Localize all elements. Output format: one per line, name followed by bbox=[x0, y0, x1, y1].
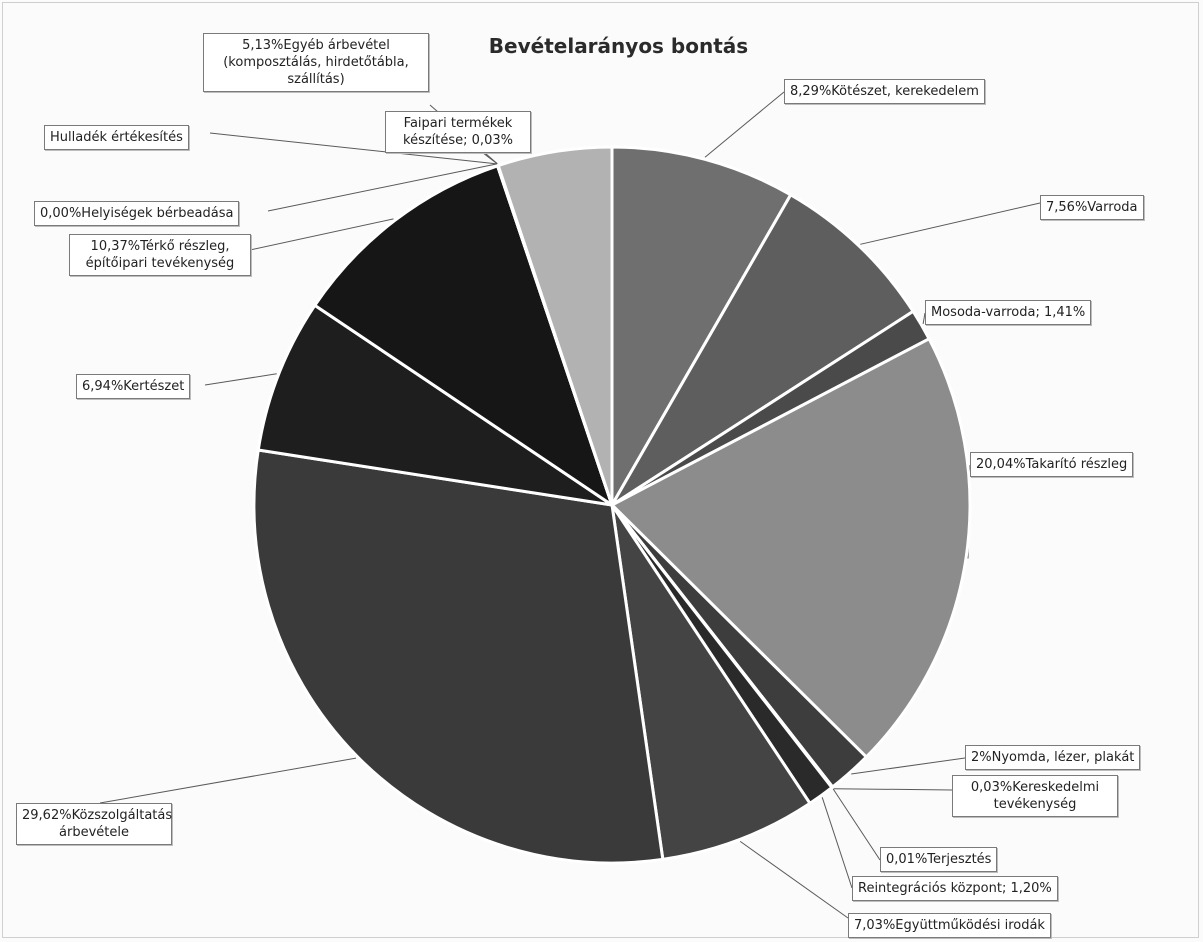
label-faipari: Faipari termékek készítése; 0,03% bbox=[385, 111, 531, 153]
label-nyomda: 2%Nyomda, lézer, plakát bbox=[965, 745, 1141, 770]
pie-slice-8 bbox=[610, 504, 812, 862]
pie-slices bbox=[252, 145, 972, 865]
leader-line-helyiseg bbox=[267, 163, 498, 212]
label-terjesztes: 0,01%Terjesztés bbox=[880, 847, 998, 872]
label-keresk: 0,03%Kereskedelmi tevékenység bbox=[952, 775, 1118, 817]
leader-line-reintegr bbox=[821, 797, 853, 889]
label-helyiseg: 0,00%Helyiségek bérbeadása bbox=[34, 201, 240, 226]
label-reintegr: Reintegrációs központ; 1,20% bbox=[852, 876, 1058, 901]
leader-line-nyomda bbox=[851, 757, 966, 775]
leader-line-terjesztes bbox=[832, 788, 881, 861]
leader-line-kozszolg bbox=[99, 757, 357, 804]
chart-title: Bevételarányos bontás bbox=[488, 34, 749, 58]
pie-slice-3 bbox=[609, 336, 972, 760]
leader-line-egyuttm bbox=[739, 840, 849, 919]
label-kerteszet: 6,94%Kertészet bbox=[76, 374, 191, 399]
leader-line-terko bbox=[249, 218, 394, 251]
label-takarito: 20,04%Takarító részleg bbox=[970, 452, 1134, 477]
leader-line-hulladek bbox=[209, 132, 497, 165]
label-egyuttm: 7,03%Együttműködési irodák bbox=[848, 913, 1051, 938]
pie-slice-9 bbox=[252, 448, 665, 865]
leader-line-kerteszet bbox=[204, 373, 277, 386]
label-kozszolg: 29,62%Közszolgáltatás árbevétele bbox=[16, 803, 172, 845]
pie-slice-1 bbox=[610, 192, 916, 507]
leader-line-mosoda bbox=[922, 312, 926, 324]
label-terko: 10,37%Térkő részleg, építőipari tevékeny… bbox=[69, 234, 251, 276]
leader-line-varroda bbox=[860, 202, 1041, 245]
pie-slice-0 bbox=[610, 145, 793, 511]
label-egyeb: 5,13%Egyéb árbevétel (komposztálás, hird… bbox=[203, 33, 429, 92]
label-hulladek: Hulladék értékesítés bbox=[44, 125, 189, 150]
label-kotes: 8,29%Kötészet, kerekedelem bbox=[784, 79, 985, 104]
pie-slice-11 bbox=[312, 163, 615, 509]
label-varroda: 7,56%Varroda bbox=[1040, 195, 1144, 220]
pie-slice-10 bbox=[256, 303, 613, 507]
leader-line-kotes bbox=[704, 91, 785, 158]
leader-line-keresk bbox=[833, 788, 953, 791]
label-mosoda: Mosoda-varroda; 1,41% bbox=[925, 300, 1092, 325]
pie-slice-15 bbox=[496, 145, 614, 506]
